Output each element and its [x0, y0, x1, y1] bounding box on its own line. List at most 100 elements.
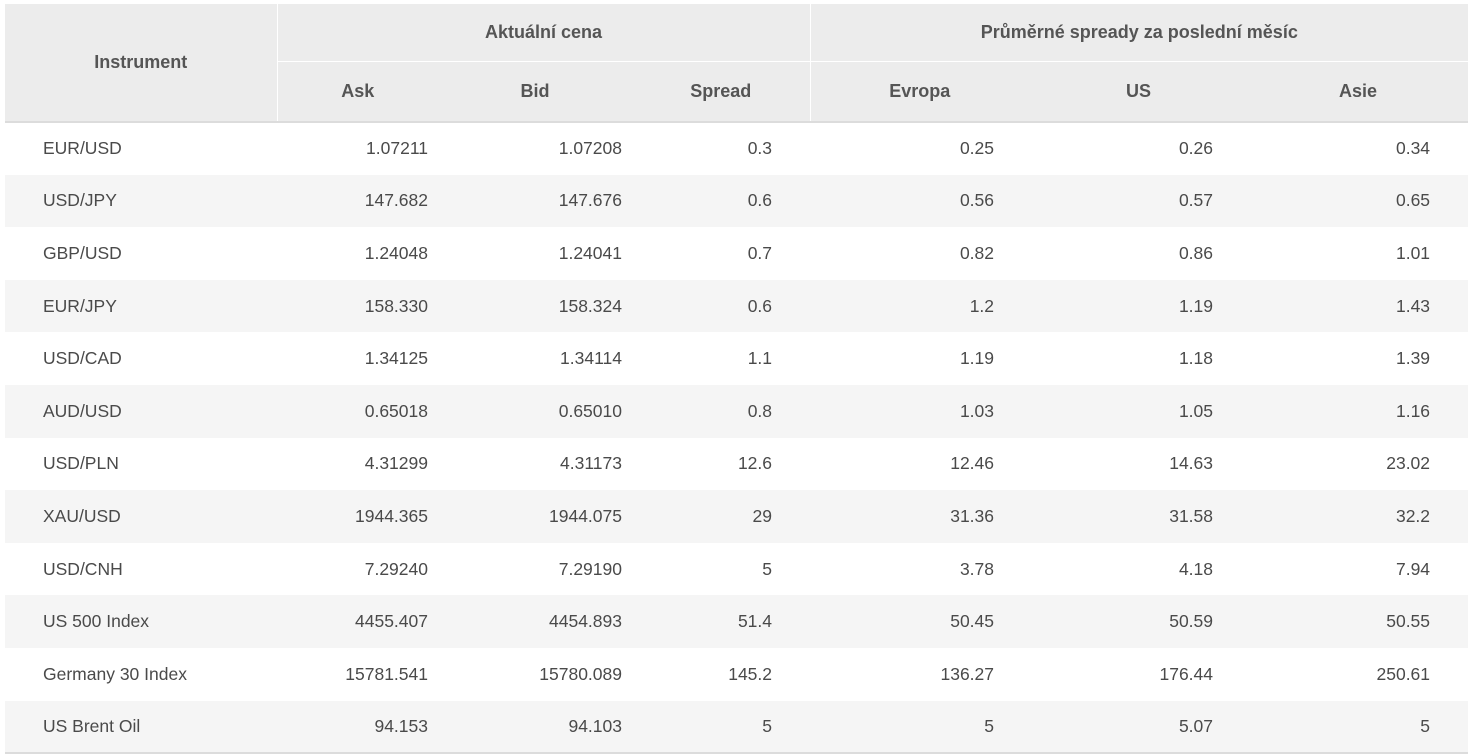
- cell-bid: 0.65010: [438, 384, 632, 438]
- cell-bid: 4.31173: [560, 453, 622, 474]
- cell-instrument: GBP/USD: [43, 242, 122, 263]
- header-instrument: Instrument: [5, 4, 277, 122]
- header-avg-spreads: Průměrné spready za poslední měsíc: [809, 4, 1469, 61]
- cell-bid: 1.24041: [558, 242, 622, 263]
- cell-asia: 1.01: [1395, 242, 1431, 263]
- cell-bid: 1944.075: [438, 490, 632, 543]
- table-row: XAU/USD 1944.365 1944.075 29 31.36 31.58 32.2: [5, 490, 1469, 543]
- cell-ask: 1.24048: [364, 242, 428, 263]
- cell-europe: 136.27: [940, 663, 995, 684]
- cell-ask: 147.682: [277, 174, 438, 228]
- cell-asia: 1.16: [1248, 384, 1469, 438]
- cell-us: 176.44: [1159, 663, 1214, 684]
- cell-europe: 1.2: [810, 279, 1030, 333]
- cell-us: 50.59: [1029, 595, 1249, 648]
- header-row-groups: Instrument Aktuální cena Průměrné spread…: [5, 4, 1469, 122]
- cell-instrument: Germany 30 Index: [43, 663, 187, 684]
- cell-asia: 0.65: [1248, 174, 1469, 228]
- cell-ask: 158.330: [277, 279, 438, 333]
- table-header: Instrument Aktuální cena Průměrné spread…: [5, 4, 1469, 122]
- header-bid: Bid: [438, 60, 632, 122]
- table-row: USD/CAD 1.34125 1.34114 1.1 1.19 1.18 1.39: [5, 332, 1468, 385]
- header-spread: Spread: [632, 60, 811, 122]
- cell-asia: 0.34: [1395, 138, 1431, 159]
- cell-instrument: AUD/USD: [5, 384, 277, 438]
- table-row: USD/JPY 147.682 147.676 0.6 0.56 0.57 0.65: [5, 174, 1469, 228]
- cell-instrument: USD/CNH: [43, 558, 123, 579]
- cell-europe: 5: [810, 700, 1030, 754]
- cell-us: 1.19: [1029, 279, 1249, 333]
- spreads-table-container: Instrument Aktuální cena Průměrné spread…: [5, 4, 1469, 754]
- cell-europe: 1.19: [959, 348, 995, 369]
- cell-spread: 0.3: [747, 138, 773, 159]
- cell-ask: 15781.541: [345, 663, 428, 684]
- cell-instrument: XAU/USD: [5, 490, 277, 543]
- cell-bid: 94.103: [438, 700, 632, 754]
- cell-europe: 0.25: [959, 138, 995, 159]
- cell-spread: 29: [632, 490, 811, 543]
- cell-instrument: USD/JPY: [5, 174, 277, 228]
- cell-ask: 4455.407: [277, 595, 438, 648]
- cell-spread: 0.8: [632, 384, 811, 438]
- cell-ask: 1.07211: [366, 138, 428, 159]
- cell-europe: 12.46: [950, 453, 995, 474]
- cell-bid: 15780.089: [539, 663, 622, 684]
- cell-bid: 1.34114: [560, 348, 622, 369]
- cell-bid: 7.29190: [558, 558, 622, 579]
- cell-asia: 50.55: [1248, 595, 1469, 648]
- cell-spread: 51.4: [632, 595, 811, 648]
- table-body: EUR/USD 1.07211 1.07208 0.3 0.25 0.26 0.34 USD/…: [5, 122, 1469, 754]
- cell-ask: 4.31299: [364, 453, 428, 474]
- cell-spread: 0.6: [632, 279, 811, 333]
- cell-spread: 5: [762, 558, 773, 579]
- cell-instrument: EUR/JPY: [5, 279, 277, 333]
- header-us: US: [1029, 60, 1249, 122]
- cell-asia: 7.94: [1395, 558, 1431, 579]
- cell-bid: 4454.893: [438, 595, 632, 648]
- cell-bid: 158.324: [438, 279, 632, 333]
- header-ask: Ask: [276, 60, 438, 122]
- table-row: AUD/USD 0.65018 0.65010 0.8 1.03 1.05 1.16: [5, 384, 1469, 438]
- cell-europe: 31.36: [810, 490, 1030, 543]
- cell-asia: 1.39: [1395, 348, 1431, 369]
- cell-instrument: US Brent Oil: [5, 700, 277, 754]
- table-row: US 500 Index 4455.407 4454.893 51.4 50.45 50.…: [5, 595, 1469, 648]
- cell-asia: 32.2: [1248, 490, 1469, 543]
- spreads-table: Instrument Aktuální cena Průměrné spread…: [5, 4, 1469, 754]
- table-row: USD/PLN 4.31299 4.31173 12.6 12.46 14.63 23.02: [5, 438, 1468, 491]
- cell-europe: 1.03: [810, 384, 1030, 438]
- cell-us: 0.26: [1178, 138, 1214, 159]
- cell-instrument: EUR/USD: [43, 138, 122, 159]
- cell-europe: 0.56: [810, 174, 1030, 228]
- cell-us: 4.18: [1178, 558, 1214, 579]
- cell-us: 1.05: [1029, 384, 1249, 438]
- cell-asia: 5: [1248, 700, 1469, 754]
- cell-europe: 50.45: [810, 595, 1030, 648]
- cell-europe: 0.82: [959, 242, 995, 263]
- cell-spread: 5: [632, 700, 811, 754]
- cell-spread: 145.2: [728, 663, 773, 684]
- cell-bid: 1.07208: [558, 138, 622, 159]
- cell-ask: 1944.365: [277, 490, 438, 543]
- cell-us: 1.18: [1178, 348, 1214, 369]
- cell-ask: 0.65018: [277, 384, 438, 438]
- table-row: USD/CNH 7.29240 7.29190 5 3.78 4.18 7.94: [5, 543, 1468, 596]
- cell-asia: 1.43: [1248, 279, 1469, 333]
- cell-instrument: USD/CAD: [43, 348, 122, 369]
- cell-us: 5.07: [1029, 700, 1249, 754]
- cell-ask: 1.34125: [364, 348, 428, 369]
- cell-ask: 94.153: [277, 700, 438, 754]
- header-current-price: Aktuální cena: [276, 4, 811, 61]
- cell-ask: 7.29240: [364, 558, 428, 579]
- cell-us: 0.57: [1029, 174, 1249, 228]
- cell-instrument: USD/PLN: [43, 453, 119, 474]
- header-europe: Evropa: [809, 60, 1030, 122]
- header-asia: Asie: [1248, 60, 1469, 122]
- cell-spread: 0.6: [632, 174, 811, 228]
- table-row: EUR/USD 1.07211 1.07208 0.3 0.25 0.26 0.34: [5, 122, 1468, 175]
- cell-spread: 1.1: [747, 348, 773, 369]
- cell-us: 31.58: [1029, 490, 1249, 543]
- table-row: Germany 30 Index 15781.541 15780.089 145.2 1…: [5, 648, 1468, 701]
- cell-us: 0.86: [1178, 242, 1214, 263]
- cell-us: 14.63: [1169, 453, 1214, 474]
